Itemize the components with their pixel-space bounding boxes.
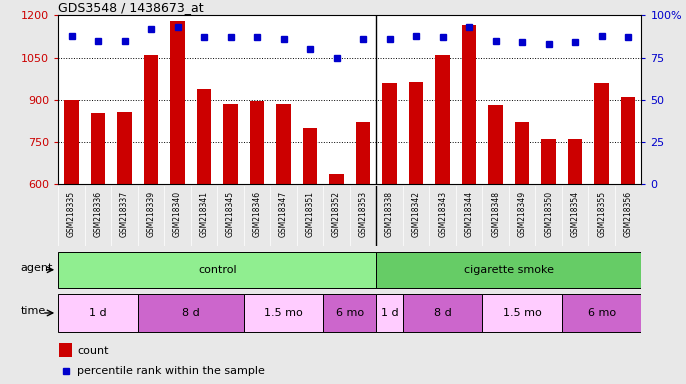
Text: GSM218339: GSM218339 — [147, 191, 156, 237]
Bar — [197, 89, 211, 184]
Text: 6 mo: 6 mo — [588, 308, 616, 318]
Text: GSM218356: GSM218356 — [624, 191, 632, 237]
Text: GSM218350: GSM218350 — [544, 191, 553, 237]
Bar — [403, 294, 482, 332]
Bar — [60, 343, 72, 357]
Text: GSM218341: GSM218341 — [200, 191, 209, 237]
Text: GSM218345: GSM218345 — [226, 191, 235, 237]
Bar — [276, 104, 291, 184]
Text: GSM218335: GSM218335 — [67, 191, 76, 237]
Text: GSM218346: GSM218346 — [252, 191, 261, 237]
Text: GSM218338: GSM218338 — [385, 191, 394, 237]
Text: GSM218342: GSM218342 — [412, 191, 421, 237]
Text: cigarette smoke: cigarette smoke — [464, 265, 554, 275]
Bar — [621, 97, 635, 184]
Text: GSM218349: GSM218349 — [518, 191, 527, 237]
Bar — [244, 294, 323, 332]
Bar — [64, 100, 79, 184]
Bar — [250, 101, 264, 184]
Bar — [568, 139, 582, 184]
Text: GSM218353: GSM218353 — [359, 191, 368, 237]
Bar — [117, 112, 132, 184]
Bar — [58, 294, 138, 332]
Bar — [329, 174, 344, 184]
Text: control: control — [198, 265, 237, 275]
Bar — [303, 128, 318, 184]
Text: agent: agent — [21, 263, 53, 273]
Bar — [594, 83, 609, 184]
Bar — [170, 21, 185, 184]
Bar — [562, 294, 641, 332]
Text: GSM218354: GSM218354 — [571, 191, 580, 237]
Bar — [382, 83, 397, 184]
Text: count: count — [77, 346, 108, 356]
Bar — [377, 294, 403, 332]
Bar — [515, 122, 530, 184]
Text: GSM218344: GSM218344 — [464, 191, 473, 237]
Text: 6 mo: 6 mo — [336, 308, 364, 318]
Bar — [482, 294, 562, 332]
Bar — [356, 122, 370, 184]
Text: 1 d: 1 d — [89, 308, 107, 318]
Text: percentile rank within the sample: percentile rank within the sample — [77, 366, 265, 376]
Text: GSM218348: GSM218348 — [491, 191, 500, 237]
Text: GSM218340: GSM218340 — [173, 191, 182, 237]
Text: GSM218336: GSM218336 — [93, 191, 103, 237]
Text: GSM218347: GSM218347 — [279, 191, 288, 237]
Text: GDS3548 / 1438673_at: GDS3548 / 1438673_at — [58, 1, 204, 14]
Bar — [91, 113, 106, 184]
Bar — [377, 252, 641, 288]
Bar — [323, 294, 377, 332]
Text: 1.5 mo: 1.5 mo — [264, 308, 303, 318]
Text: 1 d: 1 d — [381, 308, 399, 318]
Text: GSM218343: GSM218343 — [438, 191, 447, 237]
Text: 1.5 mo: 1.5 mo — [503, 308, 541, 318]
Text: 8 d: 8 d — [182, 308, 200, 318]
Bar — [488, 106, 503, 184]
Bar — [409, 81, 423, 184]
Bar — [58, 252, 377, 288]
Text: 8 d: 8 d — [434, 308, 451, 318]
Text: GSM218355: GSM218355 — [597, 191, 606, 237]
Text: GSM218351: GSM218351 — [305, 191, 315, 237]
Text: time: time — [21, 306, 46, 316]
Bar — [138, 294, 244, 332]
Bar — [144, 55, 158, 184]
Text: GSM218352: GSM218352 — [332, 191, 341, 237]
Bar — [462, 25, 476, 184]
Bar — [541, 139, 556, 184]
Text: GSM218337: GSM218337 — [120, 191, 129, 237]
Bar — [436, 55, 450, 184]
Bar — [224, 104, 238, 184]
